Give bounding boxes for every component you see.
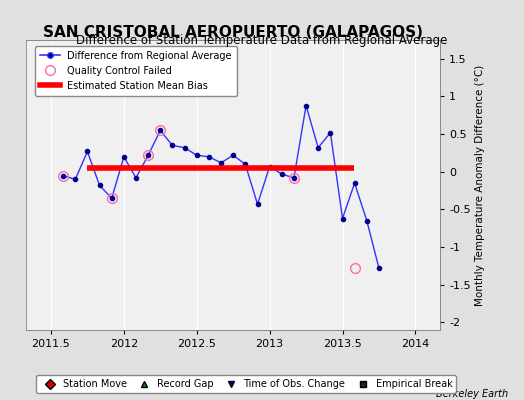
- Y-axis label: Monthly Temperature Anomaly Difference (°C): Monthly Temperature Anomaly Difference (…: [475, 64, 485, 306]
- Text: Difference of Station Temperature Data from Regional Average: Difference of Station Temperature Data f…: [77, 34, 447, 47]
- Title: SAN CRISTOBAL AEROPUERTO (GALAPAGOS): SAN CRISTOBAL AEROPUERTO (GALAPAGOS): [43, 25, 423, 40]
- Legend: Station Move, Record Gap, Time of Obs. Change, Empirical Break: Station Move, Record Gap, Time of Obs. C…: [36, 375, 456, 393]
- Text: Berkeley Earth: Berkeley Earth: [436, 389, 508, 399]
- Legend: Difference from Regional Average, Quality Control Failed, Estimated Station Mean: Difference from Regional Average, Qualit…: [35, 46, 237, 96]
